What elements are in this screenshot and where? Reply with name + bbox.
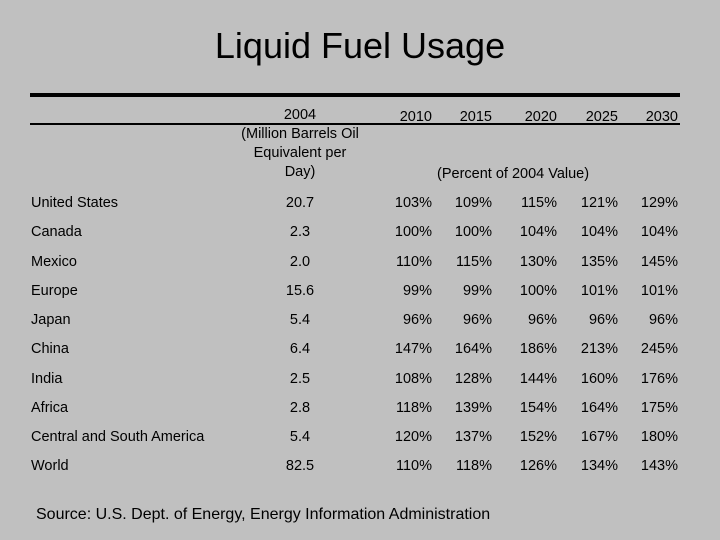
header-rule-top [30,93,680,97]
percent-cell: 96% [588,312,618,328]
table-row: China 6.4 147% 164% 186% 213% 245% [0,339,720,359]
percent-cell: 145% [640,254,678,270]
percent-cell: 118% [395,400,432,416]
percent-cell: 180% [640,429,678,445]
percent-cell: 160% [580,371,618,387]
value-2004: 15.6 [285,283,315,299]
table-row: United States 20.7 103% 109% 115% 121% 129% [0,193,720,213]
region-name: United States [31,195,119,211]
percent-cell: 104% [580,224,618,240]
percent-cell: 101% [640,283,678,299]
table-row: World 82.5 110% 118% 126% 134% 143% [0,456,720,476]
percent-note: (Percent of 2004 Value) [437,166,590,182]
header-year-2010: 2010 [399,109,432,125]
percent-cell: 167% [580,429,618,445]
header-rule-bottom [30,123,680,125]
percent-cell: 186% [519,341,557,357]
table-row: Africa 2.8 118% 139% 154% 164% 175% [0,398,720,418]
percent-cell: 175% [640,400,678,416]
region-name: China [31,341,69,357]
header-2004-line: Equivalent per [253,145,347,161]
percent-cell: 176% [640,371,678,387]
value-2004: 20.7 [285,195,315,211]
value-2004: 2.0 [289,254,311,270]
percent-cell: 96% [462,312,492,328]
percent-cell: 139% [454,400,492,416]
region-name: World [31,458,69,474]
table-row: Mexico 2.0 110% 115% 130% 135% 145% [0,252,720,272]
region-name: Mexico [31,254,77,270]
region-name: Canada [31,224,82,240]
percent-cell: 96% [648,312,678,328]
percent-cell: 137% [454,429,492,445]
table-row: Central and South America 5.4 120% 137% 152%… [0,427,720,447]
percent-cell: 118% [455,458,492,474]
percent-cell: 103% [394,195,432,211]
percent-cell: 104% [640,224,678,240]
header-2004-line: 2004 [283,107,317,123]
percent-cell: 110% [395,458,432,474]
page-title: Liquid Fuel Usage [214,25,506,66]
percent-cell: 213% [580,341,618,357]
percent-cell: 120% [394,429,432,445]
value-2004: 2.5 [289,371,311,387]
value-2004: 82.5 [285,458,315,474]
percent-cell: 128% [454,371,492,387]
table-row: Japan 5.4 96% 96% 96% 96% 96% [0,310,720,330]
header-year-2015: 2015 [459,109,492,125]
percent-cell: 245% [640,341,678,357]
percent-cell: 115% [455,254,492,270]
table-row: Canada 2.3 100% 100% 104% 104% 104% [0,222,720,242]
value-2004: 5.4 [289,429,311,445]
table-row: Europe 15.6 99% 99% 100% 101% 101% [0,281,720,301]
percent-cell: 147% [394,341,432,357]
percent-cell: 143% [640,458,678,474]
percent-cell: 129% [640,195,678,211]
percent-cell: 152% [519,429,557,445]
region-name: Europe [31,283,78,299]
source-note: Source: U.S. Dept. of Energy, Energy Inf… [36,506,491,523]
percent-cell: 135% [580,254,618,270]
percent-cell: 134% [580,458,618,474]
percent-cell: 96% [402,312,432,328]
percent-cell: 164% [454,341,492,357]
percent-cell: 99% [462,283,492,299]
region-name: Africa [31,400,69,416]
percent-cell: 130% [519,254,557,270]
table-row: India 2.5 108% 128% 144% 160% 176% [0,369,720,389]
percent-cell: 101% [580,283,618,299]
region-name: India [31,371,63,387]
percent-cell: 115% [520,195,557,211]
percent-cell: 108% [394,371,432,387]
percent-cell: 99% [402,283,432,299]
header-year-2020: 2020 [524,109,557,125]
header-year-2030: 2030 [645,109,678,125]
header-2004: 2004 (Million Barrels Oil Equivalent per… [224,106,376,182]
percent-cell: 104% [519,224,557,240]
percent-cell: 121% [580,195,618,211]
percent-cell: 100% [454,224,492,240]
percent-cell: 109% [454,195,492,211]
value-2004: 5.4 [289,312,311,328]
percent-cell: 126% [519,458,557,474]
value-2004: 6.4 [289,341,311,357]
value-2004: 2.3 [289,224,311,240]
percent-cell: 164% [580,400,618,416]
value-2004: 2.8 [289,400,311,416]
header-2004-line: (Million Barrels Oil [241,126,359,142]
header-2004-line: Day) [284,164,316,180]
region-name: Japan [31,312,71,328]
percent-cell: 100% [394,224,432,240]
percent-cell: 144% [519,371,557,387]
percent-cell: 100% [519,283,557,299]
percent-cell: 96% [527,312,557,328]
percent-cell: 110% [395,254,432,270]
region-name: Central and South America [31,429,205,445]
header-year-2025: 2025 [585,109,618,125]
percent-cell: 154% [519,400,557,416]
